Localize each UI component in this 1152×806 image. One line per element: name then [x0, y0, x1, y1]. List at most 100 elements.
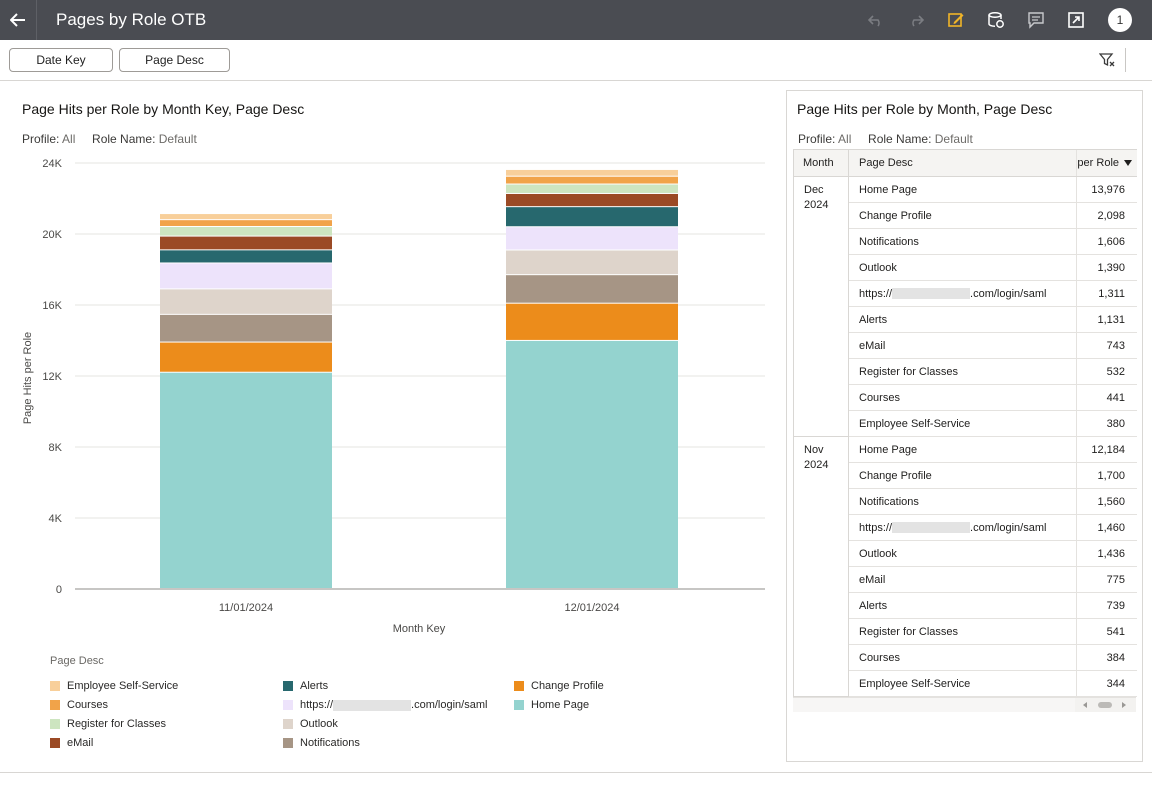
horizontal-scrollbar[interactable]	[1075, 697, 1136, 712]
month-cell[interactable]: Nov 2024	[794, 437, 849, 697]
bar-segment[interactable]	[506, 184, 678, 193]
bar-segment[interactable]	[506, 227, 678, 250]
filter-chip-page-desc[interactable]: Page Desc	[119, 48, 230, 72]
table-cell-value[interactable]: 1,131	[1077, 307, 1137, 333]
legend-label: Courses	[67, 699, 108, 711]
table-cell-page-desc[interactable]: Alerts	[849, 307, 1077, 333]
table-cell-page-desc[interactable]: Courses	[849, 645, 1077, 671]
table-cell-page-desc[interactable]: Change Profile	[849, 463, 1077, 489]
undo-icon[interactable]	[867, 11, 885, 29]
bar-segment[interactable]	[506, 193, 678, 207]
legend-item[interactable]: Notifications	[283, 737, 360, 749]
table-cell-value[interactable]: 1,606	[1077, 229, 1137, 255]
table-cell-page-desc[interactable]: Courses	[849, 385, 1077, 411]
bar-segment[interactable]	[506, 275, 678, 303]
table-cell-page-desc[interactable]: Alerts	[849, 593, 1077, 619]
table-cell-page-desc[interactable]: https://.com/login/saml	[849, 515, 1077, 541]
legend-title: Page Desc	[50, 655, 104, 667]
legend-swatch	[50, 681, 60, 691]
table-cell-value[interactable]: 1,560	[1077, 489, 1137, 515]
bar-segment[interactable]	[160, 289, 332, 314]
table-cell-value[interactable]: 743	[1077, 333, 1137, 359]
data-refresh-icon[interactable]	[987, 11, 1005, 29]
table-cell-value[interactable]: 1,436	[1077, 541, 1137, 567]
table-cell-page-desc[interactable]: Notifications	[849, 489, 1077, 515]
filter-chip-date-key[interactable]: Date Key	[9, 48, 113, 72]
bar-segment[interactable]	[160, 220, 332, 226]
table-cell-value[interactable]: 441	[1077, 385, 1137, 411]
table-cell-value[interactable]: 1,390	[1077, 255, 1137, 281]
redo-icon[interactable]	[907, 11, 925, 29]
table-cell-page-desc[interactable]: Employee Self-Service	[849, 671, 1077, 697]
table-cell-value[interactable]: 1,460	[1077, 515, 1137, 541]
table-cell-page-desc[interactable]: Notifications	[849, 229, 1077, 255]
table-cell-page-desc[interactable]: Change Profile	[849, 203, 1077, 229]
present-icon[interactable]	[1067, 11, 1085, 29]
table-cell-page-desc[interactable]: Home Page	[849, 177, 1077, 203]
table-cell-value[interactable]: 1,311	[1077, 281, 1137, 307]
edit-icon[interactable]	[947, 11, 965, 29]
table-cell-value[interactable]: 13,976	[1077, 177, 1137, 203]
filter-icon[interactable]	[1099, 52, 1115, 68]
table-cell-value[interactable]: 2,098	[1077, 203, 1137, 229]
role-label: Role Name:	[92, 132, 156, 146]
bar-segment[interactable]	[506, 250, 678, 275]
bar-segment[interactable]	[506, 169, 678, 176]
table-cell-page-desc[interactable]: Register for Classes	[849, 619, 1077, 645]
bar-segment[interactable]	[160, 372, 332, 588]
back-arrow-icon	[10, 13, 25, 27]
sort-desc-icon[interactable]	[1123, 159, 1133, 167]
bar-segment[interactable]	[506, 303, 678, 340]
bar-segment[interactable]	[160, 236, 332, 250]
legend-swatch	[514, 681, 524, 691]
table-cell-value[interactable]: 541	[1077, 619, 1137, 645]
bar-segment[interactable]	[160, 342, 332, 372]
table-cell-value[interactable]: 739	[1077, 593, 1137, 619]
column-header-page-desc[interactable]: Page Desc	[849, 150, 1077, 176]
comment-icon[interactable]	[1027, 11, 1045, 29]
table-cell-page-desc[interactable]: Home Page	[849, 437, 1077, 463]
legend-label: Register for Classes	[67, 718, 167, 730]
bar-segment[interactable]	[506, 207, 678, 227]
month-label: Nov 2024	[804, 444, 829, 471]
table-cell-value[interactable]: 384	[1077, 645, 1137, 671]
legend-label: Employee Self-Service	[67, 680, 179, 692]
table-cell-page-desc[interactable]: Employee Self-Service	[849, 411, 1077, 437]
table-cell-value[interactable]: 380	[1077, 411, 1137, 437]
bar-segment[interactable]	[160, 250, 332, 263]
legend-item[interactable]: Register for Classes	[50, 718, 166, 730]
legend-item[interactable]: Courses	[50, 699, 108, 711]
back-button[interactable]	[0, 0, 37, 40]
x-tick-label: 11/01/2024	[219, 602, 273, 614]
profile-label: Profile:	[22, 132, 60, 146]
table-cell-value[interactable]: 775	[1077, 567, 1137, 593]
table-cell-page-desc[interactable]: eMail	[849, 333, 1077, 359]
bar-segment[interactable]	[160, 214, 332, 220]
table-cell-value[interactable]: 532	[1077, 359, 1137, 385]
bar-segment[interactable]	[506, 340, 678, 588]
legend-item[interactable]: Employee Self-Service	[50, 680, 178, 692]
table-cell-page-desc[interactable]: eMail	[849, 567, 1077, 593]
table-cell-value[interactable]: 12,184	[1077, 437, 1137, 463]
table-cell-page-desc[interactable]: Outlook	[849, 541, 1077, 567]
table-cell-page-desc[interactable]: https://.com/login/saml	[849, 281, 1077, 307]
table-cell-page-desc[interactable]: Outlook	[849, 255, 1077, 281]
legend-item[interactable]: eMail	[50, 737, 93, 749]
bar-segment[interactable]	[160, 263, 332, 289]
legend-item[interactable]: Outlook	[283, 718, 338, 730]
legend-item[interactable]: https:// .com/login/saml	[283, 699, 487, 711]
redacted-text	[333, 699, 412, 711]
bar-segment[interactable]	[160, 226, 332, 236]
column-header-page-hits[interactable]: per Role	[1077, 150, 1137, 176]
month-cell[interactable]: Dec 2024	[794, 177, 849, 437]
table-cell-value[interactable]: 344	[1077, 671, 1137, 697]
legend-item[interactable]: Home Page	[514, 699, 589, 711]
bar-segment[interactable]	[160, 314, 332, 342]
bar-segment[interactable]	[506, 176, 678, 184]
column-header-month[interactable]: Month	[794, 150, 849, 176]
table-cell-value[interactable]: 1,700	[1077, 463, 1137, 489]
legend-item[interactable]: Change Profile	[514, 680, 604, 692]
legend-item[interactable]: Alerts	[283, 680, 328, 692]
table-cell-page-desc[interactable]: Register for Classes	[849, 359, 1077, 385]
user-avatar[interactable]: 1	[1108, 8, 1132, 32]
